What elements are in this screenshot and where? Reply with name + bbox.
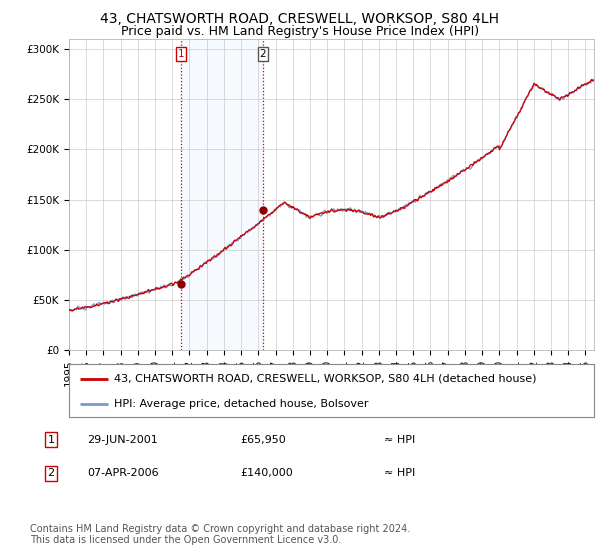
Text: 29-JUN-2001: 29-JUN-2001 [87, 435, 158, 445]
Text: ≈ HPI: ≈ HPI [384, 435, 415, 445]
Text: Contains HM Land Registry data © Crown copyright and database right 2024.
This d: Contains HM Land Registry data © Crown c… [30, 524, 410, 545]
Text: 1: 1 [178, 49, 184, 59]
Text: ≈ HPI: ≈ HPI [384, 468, 415, 478]
Text: Price paid vs. HM Land Registry's House Price Index (HPI): Price paid vs. HM Land Registry's House … [121, 25, 479, 38]
Text: 43, CHATSWORTH ROAD, CRESWELL, WORKSOP, S80 4LH: 43, CHATSWORTH ROAD, CRESWELL, WORKSOP, … [101, 12, 499, 26]
Text: 2: 2 [47, 468, 55, 478]
Text: £65,950: £65,950 [240, 435, 286, 445]
Bar [181, 39, 263, 350]
Text: HPI: Average price, detached house, Bolsover: HPI: Average price, detached house, Bols… [113, 399, 368, 409]
Text: 07-APR-2006: 07-APR-2006 [87, 468, 158, 478]
Text: £140,000: £140,000 [240, 468, 293, 478]
Text: 1: 1 [47, 435, 55, 445]
Text: 2: 2 [260, 49, 266, 59]
Text: 43, CHATSWORTH ROAD, CRESWELL, WORKSOP, S80 4LH (detached house): 43, CHATSWORTH ROAD, CRESWELL, WORKSOP, … [113, 374, 536, 384]
